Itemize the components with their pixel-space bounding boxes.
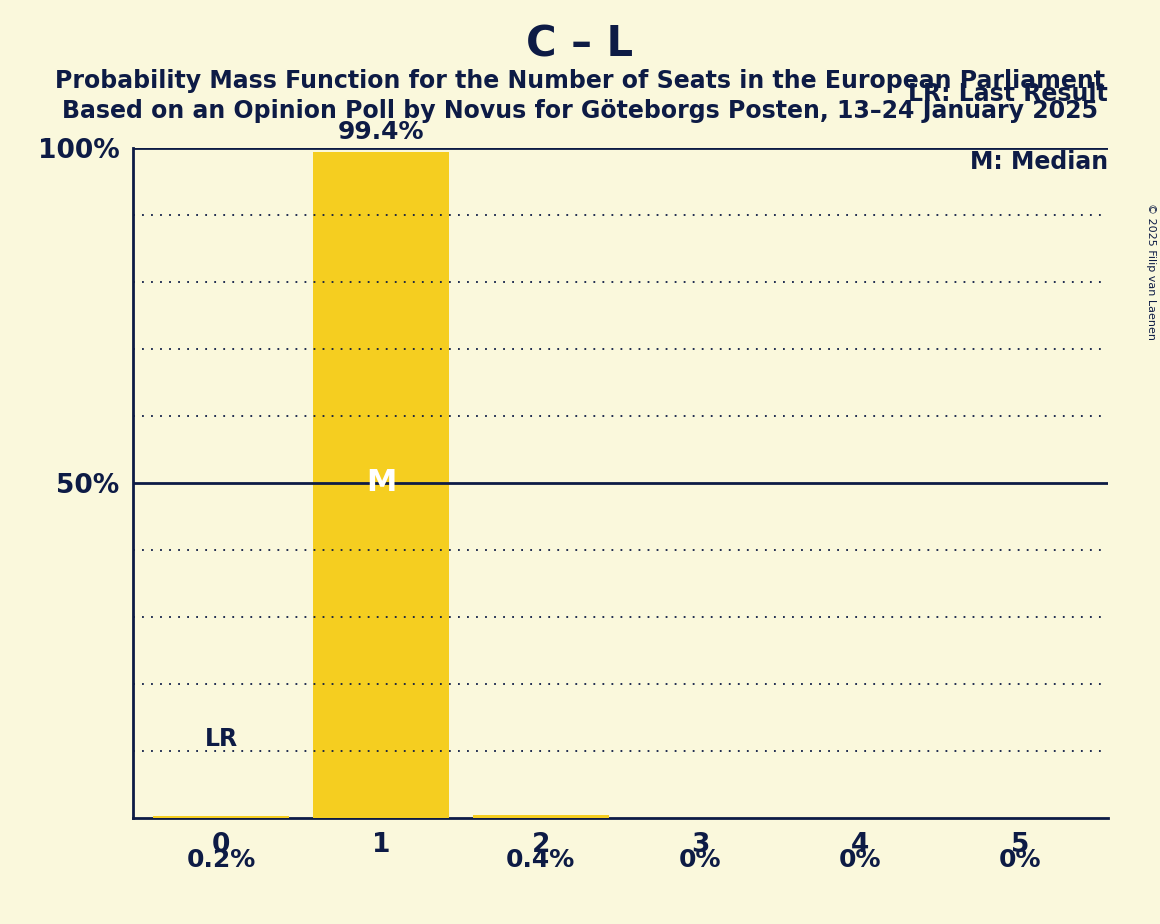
Text: 0%: 0% bbox=[839, 848, 882, 872]
Text: 0.4%: 0.4% bbox=[506, 848, 575, 872]
Text: 0%: 0% bbox=[999, 848, 1042, 872]
Text: LR: LR bbox=[204, 727, 238, 750]
Text: © 2025 Filip van Laenen: © 2025 Filip van Laenen bbox=[1146, 203, 1155, 340]
Text: 0%: 0% bbox=[680, 848, 722, 872]
Text: Probability Mass Function for the Number of Seats in the European Parliament: Probability Mass Function for the Number… bbox=[55, 69, 1105, 93]
Bar bbox=[153, 817, 289, 818]
Text: Based on an Opinion Poll by Novus for Göteborgs Posten, 13–24 January 2025: Based on an Opinion Poll by Novus for Gö… bbox=[61, 99, 1099, 123]
Text: 0.2%: 0.2% bbox=[187, 848, 256, 872]
Bar bbox=[313, 152, 449, 818]
Text: M: M bbox=[365, 468, 397, 497]
Text: C – L: C – L bbox=[527, 23, 633, 65]
Bar bbox=[473, 815, 609, 818]
Text: 99.4%: 99.4% bbox=[338, 120, 425, 144]
Text: M: Median: M: Median bbox=[970, 150, 1108, 174]
Text: LR: Last Result: LR: Last Result bbox=[908, 82, 1108, 106]
